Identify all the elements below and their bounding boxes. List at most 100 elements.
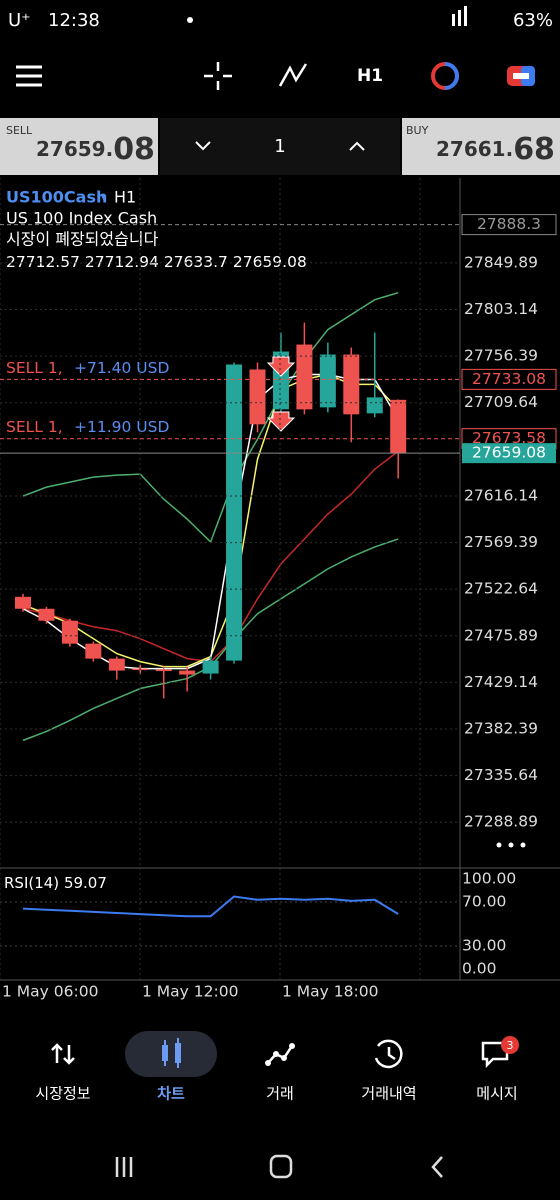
more-button[interactable]	[496, 842, 526, 848]
y-tick-label: 27616.14	[464, 486, 538, 504]
trade-marker	[266, 411, 296, 432]
nav-badge: 3	[507, 1039, 514, 1052]
home-button[interactable]	[269, 1154, 293, 1179]
timeframe-button[interactable]: H1	[357, 66, 383, 86]
nav-label[interactable]: 거래	[266, 1085, 294, 1103]
sell-button[interactable]	[0, 118, 158, 175]
clock: 12:38	[48, 10, 100, 31]
nav-label[interactable]: 차트	[157, 1085, 185, 1103]
candle-body	[366, 397, 383, 414]
ohlc-open: 27712.57	[6, 253, 80, 271]
rsi-line	[22, 895, 399, 918]
symbol-dropdown[interactable]: ▾	[101, 191, 107, 204]
trade-clock-button[interactable]	[431, 62, 459, 90]
y-tick-label: 27382.39	[464, 720, 538, 738]
volume-down[interactable]	[195, 141, 211, 151]
ohlc-high: 27712.94	[85, 253, 159, 271]
crosshair-button[interactable]	[204, 62, 232, 90]
candle-body	[179, 670, 196, 675]
candle-body	[343, 354, 360, 415]
candle-body	[296, 344, 313, 410]
rsi-tick-label: 70.00	[462, 893, 506, 911]
buy-button[interactable]	[402, 118, 560, 175]
position-profit: +71.40 USD	[74, 359, 169, 377]
buy-label: BUY	[406, 124, 429, 137]
sell-label: SELL	[6, 124, 33, 137]
nav-label[interactable]: 시장정보	[35, 1085, 90, 1103]
ohlc-low: 27633.7	[164, 253, 228, 271]
market-closed: 시장이 폐장되었습니다	[6, 230, 159, 249]
status-icons	[187, 6, 467, 26]
carrier: U⁺	[8, 10, 31, 31]
menu-button[interactable]	[16, 65, 42, 87]
candle-body	[61, 620, 78, 644]
back-button[interactable]	[431, 1156, 443, 1178]
x-tick-label: 1 May 18:00	[282, 983, 378, 1001]
y-tick-label: 27569.39	[464, 533, 538, 551]
ask-badge	[461, 214, 557, 236]
x-tick-label: 1 May 12:00	[142, 983, 238, 1001]
ask-price: 27888.3	[477, 215, 541, 233]
buy-price-big: 68	[513, 132, 555, 167]
bid-price: 27659.08	[472, 444, 546, 462]
battery: 63%	[513, 10, 553, 31]
position-price: 27673.58	[472, 429, 546, 447]
bid-badge	[462, 443, 556, 464]
timeframe: H1	[114, 188, 136, 207]
candle-body	[15, 596, 31, 609]
nav-icon-messages[interactable]: 3	[481, 1036, 519, 1069]
y-tick-label: 27475.89	[464, 626, 538, 644]
y-tick-label: 27849.89	[464, 253, 538, 271]
rsi-tick-label: 30.00	[462, 937, 506, 955]
buy-price: 27661.68	[436, 132, 555, 167]
rsi-name: RSI(14)	[4, 874, 59, 892]
symbol[interactable]: US100Cash	[6, 188, 107, 207]
nav-label[interactable]: 거래내역	[361, 1085, 416, 1103]
volume[interactable]: 1	[274, 136, 285, 157]
buy-price-main: 27661.	[436, 137, 513, 161]
y-tick-label: 27803.14	[464, 300, 538, 318]
volume-up[interactable]	[349, 141, 365, 151]
candle-body	[390, 399, 407, 454]
position-price: 27733.08	[472, 370, 546, 388]
position-profit: +11.90 USD	[74, 418, 169, 436]
candle-body	[249, 369, 266, 425]
nav-icon-trade[interactable]	[265, 1043, 295, 1066]
nav-icon-chart[interactable]	[162, 1038, 181, 1068]
y-tick-label: 27288.89	[464, 813, 538, 831]
position-label: SELL 1,	[6, 359, 63, 377]
y-tick-label: 27756.39	[464, 347, 538, 365]
ohlc-close: 27659.08	[233, 253, 307, 271]
indicator-line	[22, 291, 399, 544]
one-click-button[interactable]	[507, 66, 535, 86]
y-tick-label: 27335.64	[464, 766, 538, 784]
sell-price-big: 08	[113, 132, 155, 167]
nav-label[interactable]: 메시지	[476, 1085, 517, 1103]
nav-active-pill	[125, 1031, 217, 1077]
candle-body	[202, 660, 219, 674]
description: US 100 Index Cash	[6, 209, 157, 228]
sell-price: 27659.08	[36, 132, 155, 167]
candle-body	[319, 354, 336, 408]
candle-body	[85, 643, 102, 659]
rsi-value: 59.07	[64, 874, 107, 892]
x-tick-label: 1 May 06:00	[2, 983, 98, 1001]
candle-body	[108, 658, 125, 671]
indicators-button[interactable]	[278, 63, 308, 87]
nav-icon-history[interactable]	[374, 1039, 403, 1069]
recents-button[interactable]	[115, 1157, 133, 1177]
rsi-tick-label: 100.00	[462, 870, 516, 888]
y-tick-label: 27522.64	[464, 580, 538, 598]
y-tick-label: 27429.14	[464, 673, 538, 691]
rsi-tick-label: 0.00	[462, 960, 497, 978]
position-label: SELL 1,	[6, 418, 63, 436]
system-nav	[115, 1154, 443, 1179]
sell-price-main: 27659.	[36, 137, 113, 161]
ohlc: 27712.57 27712.94 27633.7 27659.08	[6, 253, 307, 271]
nav-icon-quotes[interactable]	[51, 1043, 75, 1065]
candle-body	[155, 669, 172, 672]
position-badge	[461, 368, 557, 390]
candle-body	[226, 364, 243, 661]
